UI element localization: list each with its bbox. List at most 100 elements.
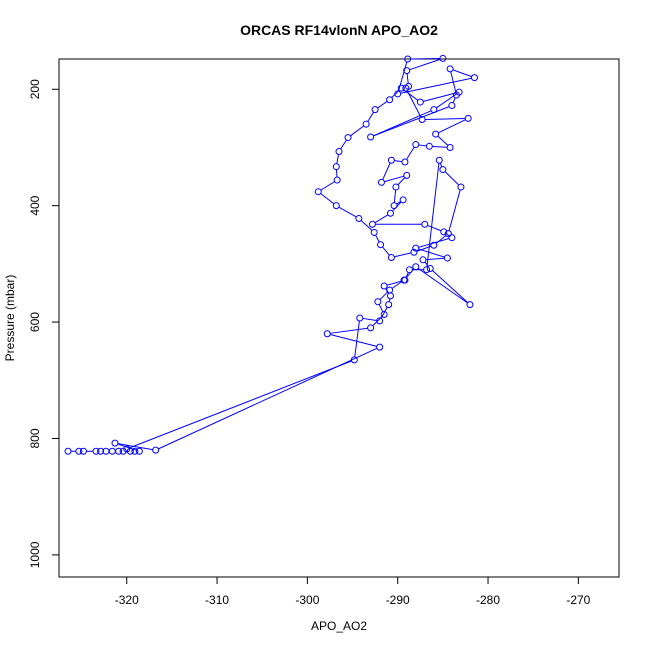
data-point	[97, 447, 105, 455]
series-segment	[427, 224, 442, 232]
series-segment	[439, 162, 443, 167]
series-segment	[424, 261, 429, 267]
x-tick-label: -320	[115, 593, 139, 607]
series-segment	[435, 235, 447, 244]
data-point	[333, 176, 341, 184]
series-segment	[418, 248, 445, 258]
series-segment	[373, 110, 432, 137]
data-point	[446, 65, 454, 73]
series-segment	[418, 144, 427, 147]
data-point	[75, 447, 83, 455]
data-point	[455, 88, 463, 96]
data-point	[314, 188, 322, 196]
series-segment	[409, 58, 441, 71]
data-point	[405, 266, 413, 274]
data-point	[444, 230, 452, 238]
data-point	[387, 253, 395, 261]
data-point	[466, 301, 474, 309]
data-point	[386, 96, 394, 104]
data-point	[367, 133, 375, 141]
data-point	[470, 74, 478, 82]
series-segment	[445, 233, 450, 237]
series-segment	[391, 281, 402, 289]
series-segment	[432, 270, 469, 303]
series-segment	[423, 92, 457, 102]
data-point	[421, 220, 429, 228]
data-point	[410, 248, 418, 256]
plot-frame	[58, 58, 620, 578]
chart-title: ORCAS RF14vlonN APO_AO2	[240, 22, 438, 38]
series-segment	[386, 280, 403, 286]
series-segment	[426, 163, 440, 267]
data-point	[448, 234, 456, 242]
data-point	[111, 439, 119, 447]
series-segment	[350, 125, 364, 137]
series-segment	[129, 360, 352, 449]
data-point	[418, 116, 426, 124]
data-point	[368, 220, 376, 228]
data-point	[392, 183, 400, 191]
data-point	[404, 55, 412, 63]
x-tick-label: -300	[295, 593, 319, 607]
series-segment	[394, 252, 412, 258]
series-segment	[450, 71, 457, 93]
data-point	[126, 447, 134, 455]
data-point	[380, 282, 388, 290]
data-point	[446, 143, 454, 151]
data-point	[419, 256, 427, 264]
data-point	[115, 447, 123, 455]
data-point	[131, 447, 139, 455]
series-segment	[377, 101, 388, 109]
series-segment	[338, 206, 357, 218]
data-point	[356, 314, 364, 322]
series-segment	[432, 145, 448, 148]
series-segment	[336, 154, 339, 164]
data-point	[367, 324, 375, 332]
data-point	[92, 447, 100, 455]
y-axis-title: Pressure (mbar)	[3, 275, 17, 362]
data-point	[403, 171, 411, 179]
y-axis: 200 400 600 800 1000	[28, 79, 59, 568]
x-axis: -320 -310 -300 -290 -280 -270	[115, 577, 591, 607]
data-point	[323, 330, 331, 338]
series-segment	[382, 162, 391, 180]
data-point	[443, 254, 451, 262]
y-tick-label: 400	[28, 195, 42, 215]
data-point	[401, 158, 409, 166]
data-point	[397, 84, 405, 92]
series-segment	[117, 443, 137, 451]
series-segment	[117, 443, 153, 451]
data-point	[439, 54, 447, 62]
data-point	[335, 148, 343, 156]
data-point	[439, 166, 447, 174]
data-point	[386, 209, 394, 217]
series-segment	[360, 220, 373, 231]
series-segment	[425, 117, 466, 120]
data-point	[386, 292, 394, 300]
data-point	[432, 130, 440, 138]
series-segment	[382, 246, 390, 256]
series-segment	[330, 333, 377, 347]
y-tick-label: 800	[28, 428, 42, 448]
data-point	[464, 114, 472, 122]
data-point	[371, 106, 379, 114]
data-point	[377, 241, 385, 249]
data-point	[416, 98, 424, 106]
series-segment	[418, 238, 450, 248]
data-point	[423, 266, 431, 274]
series-segment	[354, 320, 360, 357]
y-tick-label: 200	[28, 79, 42, 99]
series-segment	[397, 177, 406, 186]
series-segment	[362, 317, 377, 321]
series-segment	[448, 189, 461, 231]
data-point	[440, 228, 448, 236]
data-point	[390, 202, 398, 210]
x-tick-label: -290	[386, 593, 410, 607]
data-point	[344, 134, 352, 142]
data-point	[374, 298, 382, 306]
series-segment	[393, 189, 397, 203]
series-segment	[437, 135, 449, 146]
series-segment	[379, 291, 388, 300]
series-segment	[403, 89, 419, 101]
